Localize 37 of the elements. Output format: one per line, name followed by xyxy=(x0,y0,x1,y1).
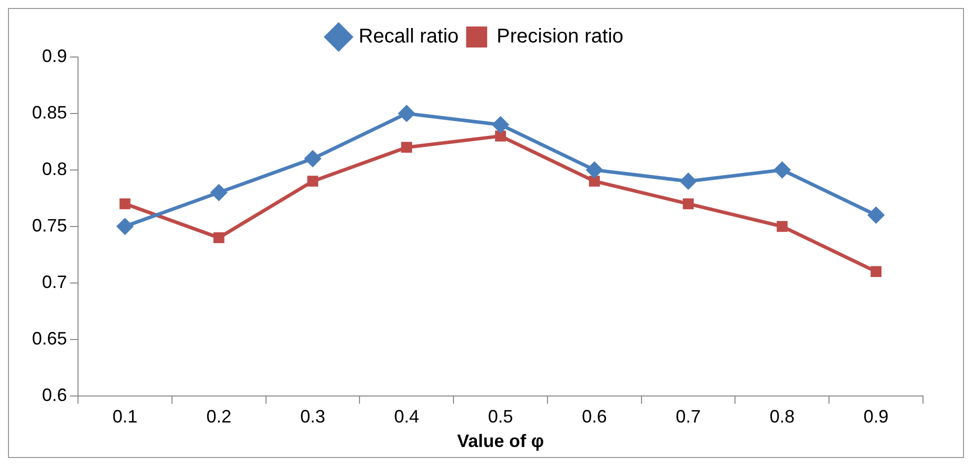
point xyxy=(116,218,134,235)
x-tick-label: 0.5 xyxy=(488,406,514,427)
y-tick-label: 0.6 xyxy=(42,384,68,405)
point xyxy=(401,142,412,153)
x-axis-title: Value of φ xyxy=(457,431,544,452)
y-tick-label: 0.8 xyxy=(42,158,68,179)
x-tick-label: 0.7 xyxy=(676,406,701,427)
point xyxy=(682,198,694,210)
point xyxy=(868,206,885,224)
point xyxy=(680,172,697,190)
point xyxy=(120,198,130,210)
x-tick-label: 0.3 xyxy=(300,406,326,427)
y-tick-label: 0.7 xyxy=(42,272,68,292)
x-tick-label: 0.4 xyxy=(394,406,420,427)
x-tick-label: 0.8 xyxy=(770,406,795,427)
point xyxy=(492,116,510,134)
x-tick-label: 0.2 xyxy=(206,406,232,427)
point xyxy=(213,232,224,244)
legend-label: Recall ratio xyxy=(358,26,459,48)
point xyxy=(586,161,603,178)
y-tick-label: 0.9 xyxy=(42,46,68,66)
point xyxy=(398,104,416,122)
x-tick-label: 0.6 xyxy=(582,406,607,427)
point xyxy=(304,150,322,168)
point xyxy=(588,176,600,187)
y-tick-label: 0.75 xyxy=(32,215,68,236)
point xyxy=(776,220,788,232)
point xyxy=(307,176,318,187)
point xyxy=(774,161,791,178)
y-tick-label: 0.65 xyxy=(32,328,68,348)
point xyxy=(210,184,228,202)
point xyxy=(495,130,506,142)
x-tick-label: 0.9 xyxy=(864,406,889,427)
legend-label: Precision ratio xyxy=(496,26,624,48)
point xyxy=(870,266,882,278)
x-tick-label: 0.1 xyxy=(112,406,138,427)
y-tick-label: 0.85 xyxy=(32,102,68,122)
